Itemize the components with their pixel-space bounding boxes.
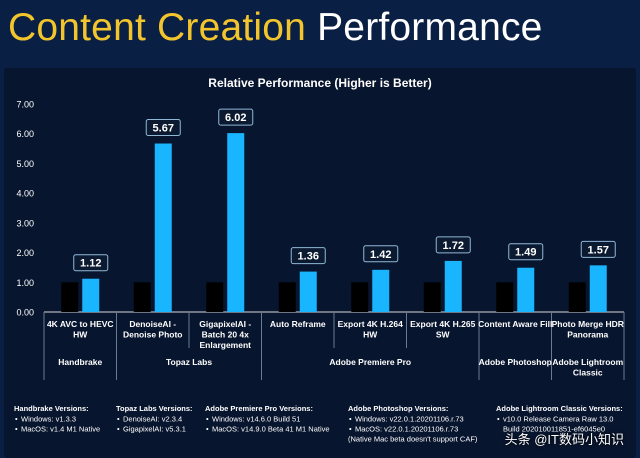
version-title: Topaz Labs Versions: bbox=[116, 404, 193, 413]
category-label: Photo Merge HDR bbox=[552, 319, 624, 329]
version-line: Build 202010011851-ef6045e0 bbox=[503, 425, 605, 434]
bar-comparison bbox=[299, 271, 317, 312]
y-tick-label: 2.00 bbox=[16, 248, 34, 258]
version-line: Windows: v14.6.0 Build 51 bbox=[212, 415, 300, 424]
bar-comparison bbox=[227, 133, 245, 312]
bullet: • bbox=[206, 425, 209, 434]
category-label: DenoiseAI - bbox=[129, 319, 176, 329]
bar-baseline bbox=[568, 282, 586, 312]
category-label: Export 4K H.264 bbox=[338, 319, 403, 329]
category-label: HW bbox=[73, 330, 88, 340]
bar-comparison bbox=[589, 265, 607, 312]
value-label: 1.72 bbox=[443, 240, 464, 252]
value-label: 1.49 bbox=[515, 247, 536, 259]
version-line: Windows: v22.0.1.20201106.r.73 bbox=[355, 415, 464, 424]
value-label-box bbox=[73, 254, 109, 272]
category-label: HW bbox=[363, 330, 378, 340]
version-line: DenoiseAI: v2.3.4 bbox=[123, 415, 182, 424]
bar-comparison bbox=[82, 278, 100, 312]
version-line: v10.0 Release Camera Raw 13.0 bbox=[503, 415, 613, 424]
bar-comparison bbox=[372, 269, 390, 312]
version-line: MacOS: v22.0.1.20201106.r.73 bbox=[355, 425, 458, 434]
value-label: 5.67 bbox=[153, 123, 174, 135]
bar-comparison bbox=[154, 143, 172, 312]
version-line: MacOS: v14.9.0 Beta 41 M1 Native bbox=[212, 425, 330, 434]
y-tick-label: 1.00 bbox=[16, 278, 34, 288]
bar-baseline bbox=[61, 282, 79, 312]
value-label-box bbox=[363, 245, 399, 263]
category-label: SW bbox=[436, 330, 451, 340]
value-label-box bbox=[218, 108, 254, 126]
value-label: 6.02 bbox=[225, 112, 246, 124]
bar-baseline bbox=[423, 282, 441, 312]
group-label: Classic bbox=[573, 368, 603, 378]
y-tick-label: 4.00 bbox=[16, 189, 34, 199]
value-label: 1.12 bbox=[80, 258, 101, 270]
group-label: Adobe Premiere Pro bbox=[329, 357, 411, 367]
watermark: 头条 @IT数码小知识 bbox=[504, 432, 624, 447]
version-title: Handbrake Versions: bbox=[14, 404, 89, 413]
version-title: Adobe Premiere Pro Versions: bbox=[205, 404, 313, 413]
bullet: • bbox=[206, 415, 209, 424]
version-line: MacOS: v1.4 M1 Native bbox=[21, 425, 100, 434]
group-label: Topaz Labs bbox=[166, 357, 212, 367]
bar-comparison bbox=[444, 260, 462, 312]
y-tick-label: 3.00 bbox=[16, 218, 34, 228]
bullet: • bbox=[497, 415, 500, 424]
value-label-box bbox=[435, 236, 471, 254]
bullet: • bbox=[15, 415, 18, 424]
category-label: GigapixelAI - bbox=[199, 319, 251, 329]
bar-baseline bbox=[278, 282, 296, 312]
y-tick-label: 5.00 bbox=[16, 159, 34, 169]
bar-comparison bbox=[517, 267, 535, 312]
category-label: Auto Reframe bbox=[270, 319, 326, 329]
bar-baseline bbox=[133, 282, 151, 312]
version-line: Windows: v1.3.3 bbox=[21, 415, 76, 424]
value-label-box bbox=[145, 119, 181, 137]
page-title: Content Creation Performance bbox=[8, 4, 543, 52]
version-line: (Native Mac beta doesn't support CAF) bbox=[348, 435, 478, 444]
chart-title: Relative Performance (Higher is Better) bbox=[208, 76, 431, 90]
y-tick-label: 6.00 bbox=[16, 129, 34, 139]
bullet: • bbox=[117, 415, 120, 424]
value-label-box bbox=[508, 243, 544, 261]
version-line: GigapixelAI: v5.3.1 bbox=[123, 425, 186, 434]
group-label: Handbrake bbox=[58, 357, 102, 367]
bullet: • bbox=[349, 425, 352, 434]
value-label: 1.42 bbox=[370, 249, 391, 261]
group-label: Adobe Lightroom bbox=[552, 357, 623, 367]
value-label-box bbox=[290, 247, 326, 265]
bullet: • bbox=[349, 415, 352, 424]
bullet: • bbox=[15, 425, 18, 434]
category-label: Denoise Photo bbox=[123, 330, 183, 340]
group-label: Adobe Photoshop bbox=[479, 357, 552, 367]
bar-baseline bbox=[206, 282, 224, 312]
category-label: 4K AVC to HEVC bbox=[47, 319, 114, 329]
value-label: 1.36 bbox=[298, 251, 319, 263]
category-label: Content Aware Fill bbox=[478, 319, 552, 329]
category-label: Batch 20 4x bbox=[202, 330, 250, 340]
y-tick-label: 0.00 bbox=[16, 308, 34, 318]
value-label: 1.57 bbox=[588, 244, 609, 256]
bar-baseline bbox=[496, 282, 514, 312]
bullet: • bbox=[117, 425, 120, 434]
y-tick-label: 7.00 bbox=[16, 100, 34, 110]
version-title: Adobe Photoshop Versions: bbox=[348, 404, 448, 413]
category-label: Export 4K H.265 bbox=[410, 319, 475, 329]
value-label-box bbox=[580, 240, 616, 258]
bar-baseline bbox=[351, 282, 369, 312]
category-label: Enlargement bbox=[200, 340, 252, 350]
category-label: Panorama bbox=[567, 330, 608, 340]
page-title-part1: Content Creation bbox=[8, 6, 307, 49]
page-title-part2: Performance bbox=[317, 6, 543, 49]
version-title: Adobe Lightroom Classic Versions: bbox=[496, 404, 623, 413]
